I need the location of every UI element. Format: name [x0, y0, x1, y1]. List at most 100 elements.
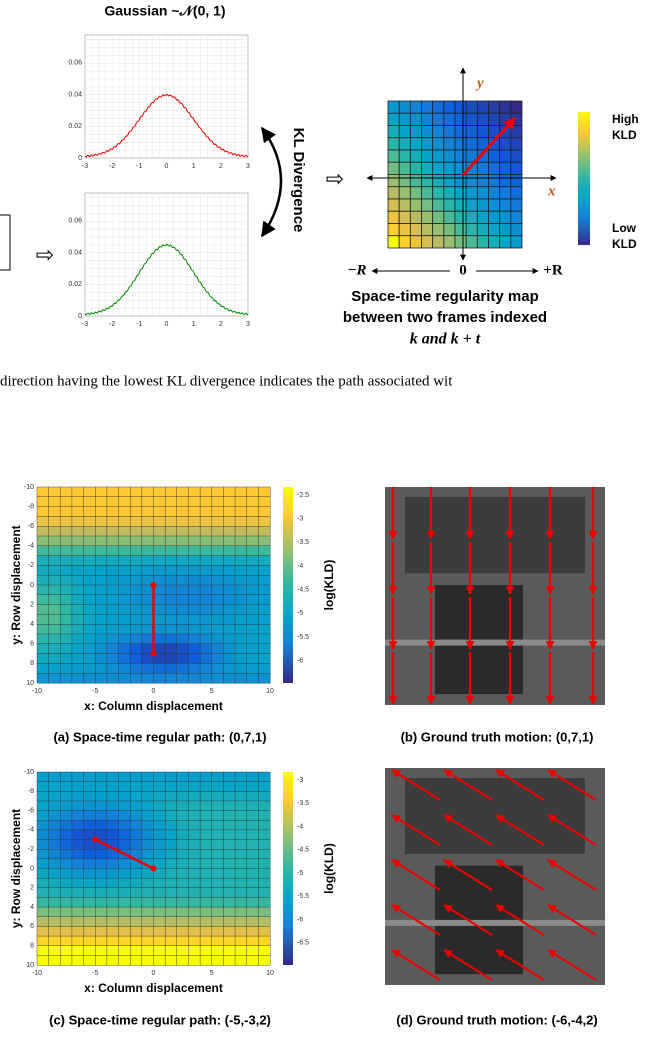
heat-cell	[188, 604, 201, 615]
heat-cell	[199, 643, 213, 654]
heat-cell	[71, 643, 84, 654]
heat-cell	[188, 584, 201, 596]
heat-cell	[223, 781, 236, 792]
heat-cell	[71, 506, 84, 517]
heat-cell	[71, 849, 84, 860]
heat-cell	[48, 633, 61, 645]
map-cell	[443, 174, 456, 188]
heat-cell	[258, 839, 271, 850]
heat-cell	[118, 955, 131, 966]
heat-cell	[71, 565, 84, 576]
heat-cell	[60, 496, 73, 507]
colorbar-tick: -5.5	[297, 634, 309, 641]
heat-cell	[234, 535, 248, 547]
map-cell	[465, 125, 478, 139]
heat-cell	[199, 906, 213, 918]
heat-cell	[188, 653, 201, 664]
heat-cell	[60, 555, 73, 566]
map-cell	[421, 210, 434, 224]
heat-cell	[223, 829, 236, 840]
heat-cell	[211, 810, 224, 821]
heat-cell	[211, 526, 224, 537]
heat-cell	[258, 849, 271, 860]
heat-cell	[83, 810, 96, 821]
motion-arrow	[547, 814, 597, 846]
heat-cell	[95, 935, 108, 947]
heat-cell	[246, 653, 259, 664]
heat-cell	[83, 935, 96, 947]
heat-cell	[199, 935, 213, 947]
heat-cell	[176, 849, 189, 860]
heat-cell	[258, 565, 271, 576]
heat-cell	[60, 604, 73, 615]
heat-cell	[141, 791, 154, 802]
map-cell	[409, 198, 422, 212]
arrow: ⇨	[326, 166, 344, 191]
heat-cell	[71, 916, 84, 927]
heat-cell	[83, 624, 96, 635]
map-cell	[510, 149, 523, 163]
heat-cell	[141, 624, 154, 635]
heat-cell	[118, 935, 131, 947]
gaussian-title: Gaussian ~𝒩(0, 1)	[104, 3, 225, 19]
heat-cell	[164, 781, 178, 792]
heat-cell	[176, 575, 189, 586]
heat-cell	[258, 955, 271, 966]
heat-cell	[129, 781, 143, 792]
heat-cell	[95, 526, 108, 537]
map-cell	[409, 137, 422, 151]
y-tick-label: -4	[28, 543, 34, 550]
map-cell	[398, 198, 411, 212]
heat-cell	[83, 673, 96, 684]
heat-cell	[36, 945, 50, 956]
heat-cell	[141, 506, 154, 517]
heat-cell	[118, 555, 131, 566]
heat-cell	[176, 800, 189, 812]
heat-cell	[176, 839, 189, 850]
map-cell	[454, 198, 467, 212]
heat-cell	[95, 849, 108, 860]
heat-cell	[246, 771, 259, 783]
heat-cell	[223, 535, 236, 547]
heat-cell	[60, 526, 73, 537]
heat-cell	[36, 565, 50, 576]
heat-cell	[129, 887, 143, 898]
motion-arrow	[443, 769, 493, 801]
heat-cell	[129, 897, 143, 908]
heat-cell	[95, 810, 108, 821]
heat-cell	[176, 653, 189, 664]
heat-cell	[176, 604, 189, 615]
heat-cell	[188, 810, 201, 821]
heat-cell	[83, 800, 96, 812]
heat-cell	[106, 486, 119, 498]
heat-cell	[211, 791, 224, 802]
map-cell	[476, 235, 489, 249]
caption: (d) Ground truth motion: (-6,-4,2)	[396, 1012, 597, 1027]
map-cell	[476, 223, 489, 237]
heat-cell	[48, 506, 61, 517]
heat-cell	[223, 526, 236, 537]
heat-cell	[164, 858, 178, 869]
heat-cell	[176, 916, 189, 927]
heat-cell	[36, 506, 50, 517]
map-cell	[454, 112, 467, 126]
x-tick-label: 0	[165, 163, 169, 170]
heat-cell	[188, 877, 201, 889]
heat-cell	[211, 839, 224, 850]
heat-cell	[95, 545, 108, 556]
map-cell	[432, 112, 445, 126]
heat-cell	[188, 496, 201, 507]
map-cell	[510, 198, 523, 212]
heat-cell	[164, 575, 178, 586]
heat-cell	[199, 926, 213, 937]
heat-cell	[106, 555, 119, 566]
colorbar-tick: -4	[297, 823, 303, 830]
x-tick-label: 2	[219, 321, 223, 328]
heat-cell	[164, 877, 178, 889]
heat-cell	[141, 887, 154, 898]
map-cell	[421, 137, 434, 151]
map-cell	[432, 137, 445, 151]
heat-cell	[129, 868, 143, 879]
heat-cell	[199, 916, 213, 927]
